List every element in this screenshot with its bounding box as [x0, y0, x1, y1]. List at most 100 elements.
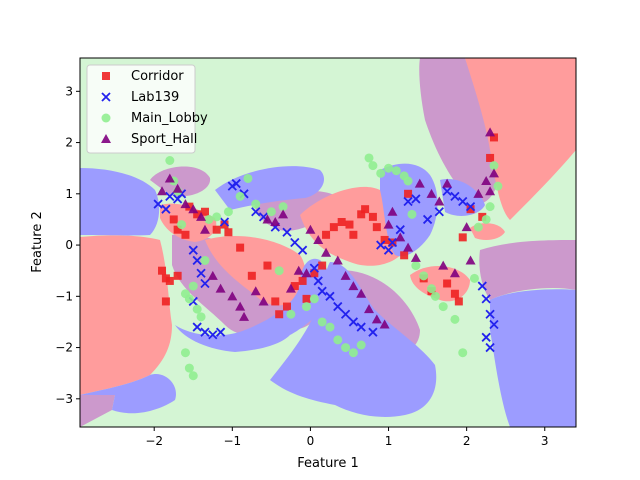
point-corridor: [310, 269, 319, 278]
point-sport-hall: [371, 314, 382, 324]
legend-label-lab139: Lab139: [131, 90, 179, 105]
point-sport-hall: [395, 232, 406, 242]
point-corridor: [443, 279, 452, 288]
point-lab139: [309, 263, 319, 273]
point-lab139: [153, 199, 163, 209]
point-corridor: [302, 294, 311, 303]
point-sport-hall: [180, 199, 191, 209]
point-lab139: [340, 309, 351, 319]
point-lab139: [485, 309, 495, 319]
point-lab139: [333, 301, 343, 312]
region-corridor: [205, 235, 306, 306]
point-main-lobby: [391, 166, 401, 176]
y-tick-label: 1: [65, 187, 73, 201]
point-sport-hall: [172, 183, 183, 193]
point-corridor: [275, 310, 284, 319]
point-lab139: [356, 322, 366, 332]
point-sport-hall: [313, 234, 324, 244]
point-main-lobby: [493, 181, 503, 191]
point-main-lobby: [450, 314, 460, 324]
point-sport-hall: [485, 127, 496, 137]
x-axis-ticks: −2 −1 0 1 2 3: [145, 427, 549, 448]
point-sport-hall: [196, 211, 207, 221]
legend-box: [86, 64, 196, 154]
point-lab139: [196, 268, 206, 278]
point-main-lobby: [266, 207, 276, 217]
point-corridor: [404, 189, 413, 198]
point-lab139: [477, 281, 487, 291]
point-lab139: [348, 317, 359, 327]
point-lab139: [219, 217, 230, 227]
axes-frame: [79, 57, 577, 428]
point-corridor: [193, 210, 202, 219]
y-tick-label: −2: [55, 341, 73, 355]
point-lab139: [458, 196, 468, 207]
point-sport-hall: [410, 252, 421, 262]
point-sport-hall: [250, 286, 261, 296]
point-main-lobby: [184, 294, 194, 304]
point-corridor: [372, 223, 381, 232]
point-corridor: [173, 225, 182, 234]
point-corridor: [181, 230, 190, 239]
point-main-lobby: [251, 199, 261, 209]
point-sport-hall: [164, 173, 175, 183]
point-main-lobby: [196, 312, 206, 322]
point-sport-hall: [383, 219, 394, 229]
point-main-lobby: [274, 266, 284, 276]
point-main-lobby: [438, 302, 448, 312]
point-sport-hall: [199, 224, 210, 234]
point-sport-hall: [426, 188, 437, 198]
point-sport-hall: [348, 281, 359, 291]
point-main-lobby: [485, 202, 495, 212]
point-corridor: [380, 235, 389, 244]
point-main-lobby: [376, 168, 386, 178]
point-main-lobby: [333, 335, 343, 345]
point-sport-hall: [278, 209, 289, 219]
point-corridor: [489, 133, 498, 142]
point-main-lobby: [481, 214, 491, 224]
y-axis-label: Feature 2: [30, 211, 45, 273]
point-lab139: [297, 245, 308, 255]
point-sport-hall: [465, 255, 476, 265]
point-main-lobby: [177, 220, 187, 230]
point-lab139: [368, 327, 378, 337]
point-main-lobby: [188, 371, 198, 381]
point-corridor: [458, 233, 467, 242]
point-corridor: [361, 205, 370, 214]
point-lab139: [403, 196, 413, 207]
point-corridor: [165, 276, 174, 285]
point-main-lobby: [223, 207, 233, 217]
point-lab139: [251, 207, 261, 217]
point-sport-hall: [207, 270, 218, 280]
point-corridor: [200, 207, 209, 216]
point-sport-hall: [262, 214, 273, 224]
y-tick-label: 0: [65, 238, 73, 252]
point-sport-hall: [258, 296, 269, 306]
point-corridor: [282, 302, 291, 311]
point-main-lobby: [243, 173, 253, 183]
region-sport-hall: [479, 240, 576, 300]
point-main-lobby: [212, 212, 222, 222]
point-corridor: [466, 205, 475, 214]
x-tick-label: 1: [385, 434, 393, 448]
point-main-lobby: [364, 153, 374, 163]
point-corridor: [322, 230, 331, 239]
point-main-lobby: [407, 209, 417, 219]
point-sport-hall: [473, 188, 484, 198]
point-corridor: [224, 228, 233, 237]
point-corridor: [247, 271, 256, 280]
region-corridor: [80, 235, 172, 395]
point-lab139: [376, 240, 386, 250]
point-lab139: [192, 322, 202, 332]
point-main-lobby: [430, 291, 440, 301]
point-lab139: [200, 278, 210, 289]
point-sport-hall: [235, 301, 246, 311]
region-lab139: [175, 258, 332, 352]
point-lab139: [481, 294, 491, 304]
point-lab139: [325, 291, 335, 301]
point-sport-hall: [403, 242, 414, 252]
point-lab139: [290, 237, 300, 248]
point-sport-hall: [356, 288, 367, 298]
point-main-lobby: [317, 317, 327, 327]
